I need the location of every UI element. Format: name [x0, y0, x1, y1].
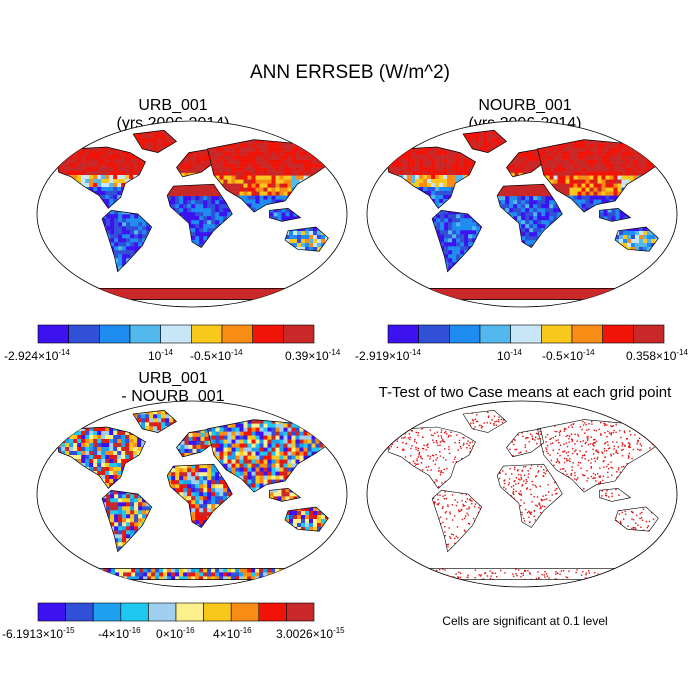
cb-diff-tick-2: 0×10-16 [156, 626, 195, 641]
cb-nourb-tick-3-exp: -14 [676, 348, 688, 357]
cb-diff-tick-1-base: -4 [98, 627, 109, 641]
cb-diff-tick-0-exp: -15 [63, 626, 75, 635]
cb-urb-tick-2-base: -0.5 [190, 349, 211, 363]
map-urb-antarctica [69, 288, 315, 300]
cb-diff-tick-3-exp: -16 [240, 626, 252, 635]
cb-urb-tick-2: -0.5×10-14 [190, 348, 243, 363]
colorbar-diff-box-0 [37, 602, 66, 622]
main-title: ANN ERRSEB (W/m^2) [250, 62, 450, 83]
map-ttest-frame [366, 400, 678, 588]
colorbar-urb-box-4 [160, 324, 192, 344]
colorbar-nourb-box-8 [632, 324, 665, 344]
cb-nourb-tick-2-exp: -14 [583, 348, 595, 357]
cb-nourb-tick-0: -2.919×10-14 [355, 348, 421, 363]
cb-diff-tick-1-exp: -16 [129, 626, 141, 635]
cb-diff-tick-2-exp: -16 [183, 626, 195, 635]
cb-urb-tick-2-exp: -14 [231, 348, 243, 357]
cb-urb-tick-3: 0.39×10-14 [285, 348, 341, 363]
cb-nourb-tick-3-base: 0.358 [626, 349, 657, 363]
colorbar-nourb-box-4 [510, 324, 542, 344]
cb-nourb-tick-1-exp: -14 [510, 348, 522, 357]
cb-nourb-tick-2-base: -0.5 [542, 349, 563, 363]
map-ttest [366, 400, 678, 588]
colorbar-urb [37, 324, 315, 344]
colorbar-diff-box-1 [65, 602, 94, 622]
cb-diff-tick-4-exp: -15 [333, 626, 345, 635]
cb-urb-tick-0-base: -2.924 [4, 349, 39, 363]
cb-diff-tick-3-base: 4 [213, 627, 220, 641]
colorbar-diff-box-2 [92, 602, 122, 622]
colorbar-nourb-box-3 [479, 324, 512, 344]
cb-nourb-tick-1: 10-14 [497, 348, 522, 363]
colorbar-urb-box-7 [252, 324, 284, 344]
cb-nourb-tick-3: 0.358×10-14 [626, 348, 688, 363]
colorbar-diff [37, 602, 315, 622]
colorbar-diff-box-5 [175, 602, 204, 622]
cb-urb-tick-0-exp: -14 [58, 348, 70, 357]
cb-diff-tick-1: -4×10-16 [98, 626, 141, 641]
panel-diff-title-line1: URB_001 [138, 370, 208, 387]
colorbar-diff-box-9 [286, 602, 315, 622]
cb-urb-tick-1: 10-14 [148, 348, 173, 363]
colorbar-nourb [387, 324, 665, 344]
colorbar-urb-box-1 [68, 324, 100, 344]
colorbar-nourb-box-6 [571, 324, 604, 344]
cb-diff-tick-0: -6.1913×10-15 [2, 626, 75, 641]
colorbar-urb-box-2 [99, 324, 131, 344]
colorbar-nourb-box-0 [387, 324, 420, 344]
panel-urb-title-line1: URB_001 [138, 97, 208, 114]
colorbar-nourb-box-1 [418, 324, 450, 344]
cb-diff-tick-4-base: 3.0026 [276, 627, 313, 641]
panel-nourb-title-line1: NOURB_001 [478, 97, 572, 114]
colorbar-urb-box-3 [129, 324, 162, 344]
cb-nourb-tick-2: -0.5×10-14 [542, 348, 595, 363]
cb-diff-tick-3: 4×10-16 [213, 626, 252, 641]
map-diff [36, 400, 348, 588]
panel-ttest-title: T-Test of two Case means at each grid po… [378, 384, 672, 401]
colorbar-urb-box-6 [221, 324, 254, 344]
map-urb-asia [207, 139, 336, 213]
colorbar-nourb-box-5 [540, 324, 573, 344]
colorbar-diff-box-7 [230, 602, 260, 622]
colorbar-urb-box-8 [282, 324, 315, 344]
map-diff-australia [284, 506, 329, 532]
colorbar-nourb-box-2 [448, 324, 481, 344]
cb-diff-tick-0-base: -6.1913 [2, 627, 43, 641]
cb-diff-tick-2-base: 0 [156, 627, 163, 641]
cb-nourb-tick-0-exp: -14 [409, 348, 421, 357]
ttest-note: Cells are significant at 0.1 level [442, 614, 608, 628]
cb-urb-tick-0: -2.924×10-14 [4, 348, 70, 363]
cb-urb-tick-3-base: 0.39 [285, 349, 309, 363]
cb-urb-tick-1-exp: -14 [161, 348, 173, 357]
colorbar-diff-box-3 [120, 602, 149, 622]
colorbar-diff-box-4 [148, 602, 177, 622]
colorbar-urb-box-0 [37, 324, 70, 344]
cb-nourb-tick-0-base: -2.919 [355, 349, 390, 363]
map-urb [36, 120, 348, 308]
map-nourb [366, 120, 678, 308]
map-diff-antarctica [69, 568, 315, 580]
colorbar-nourb-box-7 [602, 324, 634, 344]
cb-diff-tick-4: 3.0026×10-15 [276, 626, 345, 641]
colorbar-diff-box-6 [203, 602, 232, 622]
cb-urb-tick-3-exp: -14 [328, 348, 341, 357]
colorbar-diff-box-8 [258, 602, 287, 622]
colorbar-urb-box-5 [191, 324, 223, 344]
map-nourb-antarctica [399, 288, 645, 300]
